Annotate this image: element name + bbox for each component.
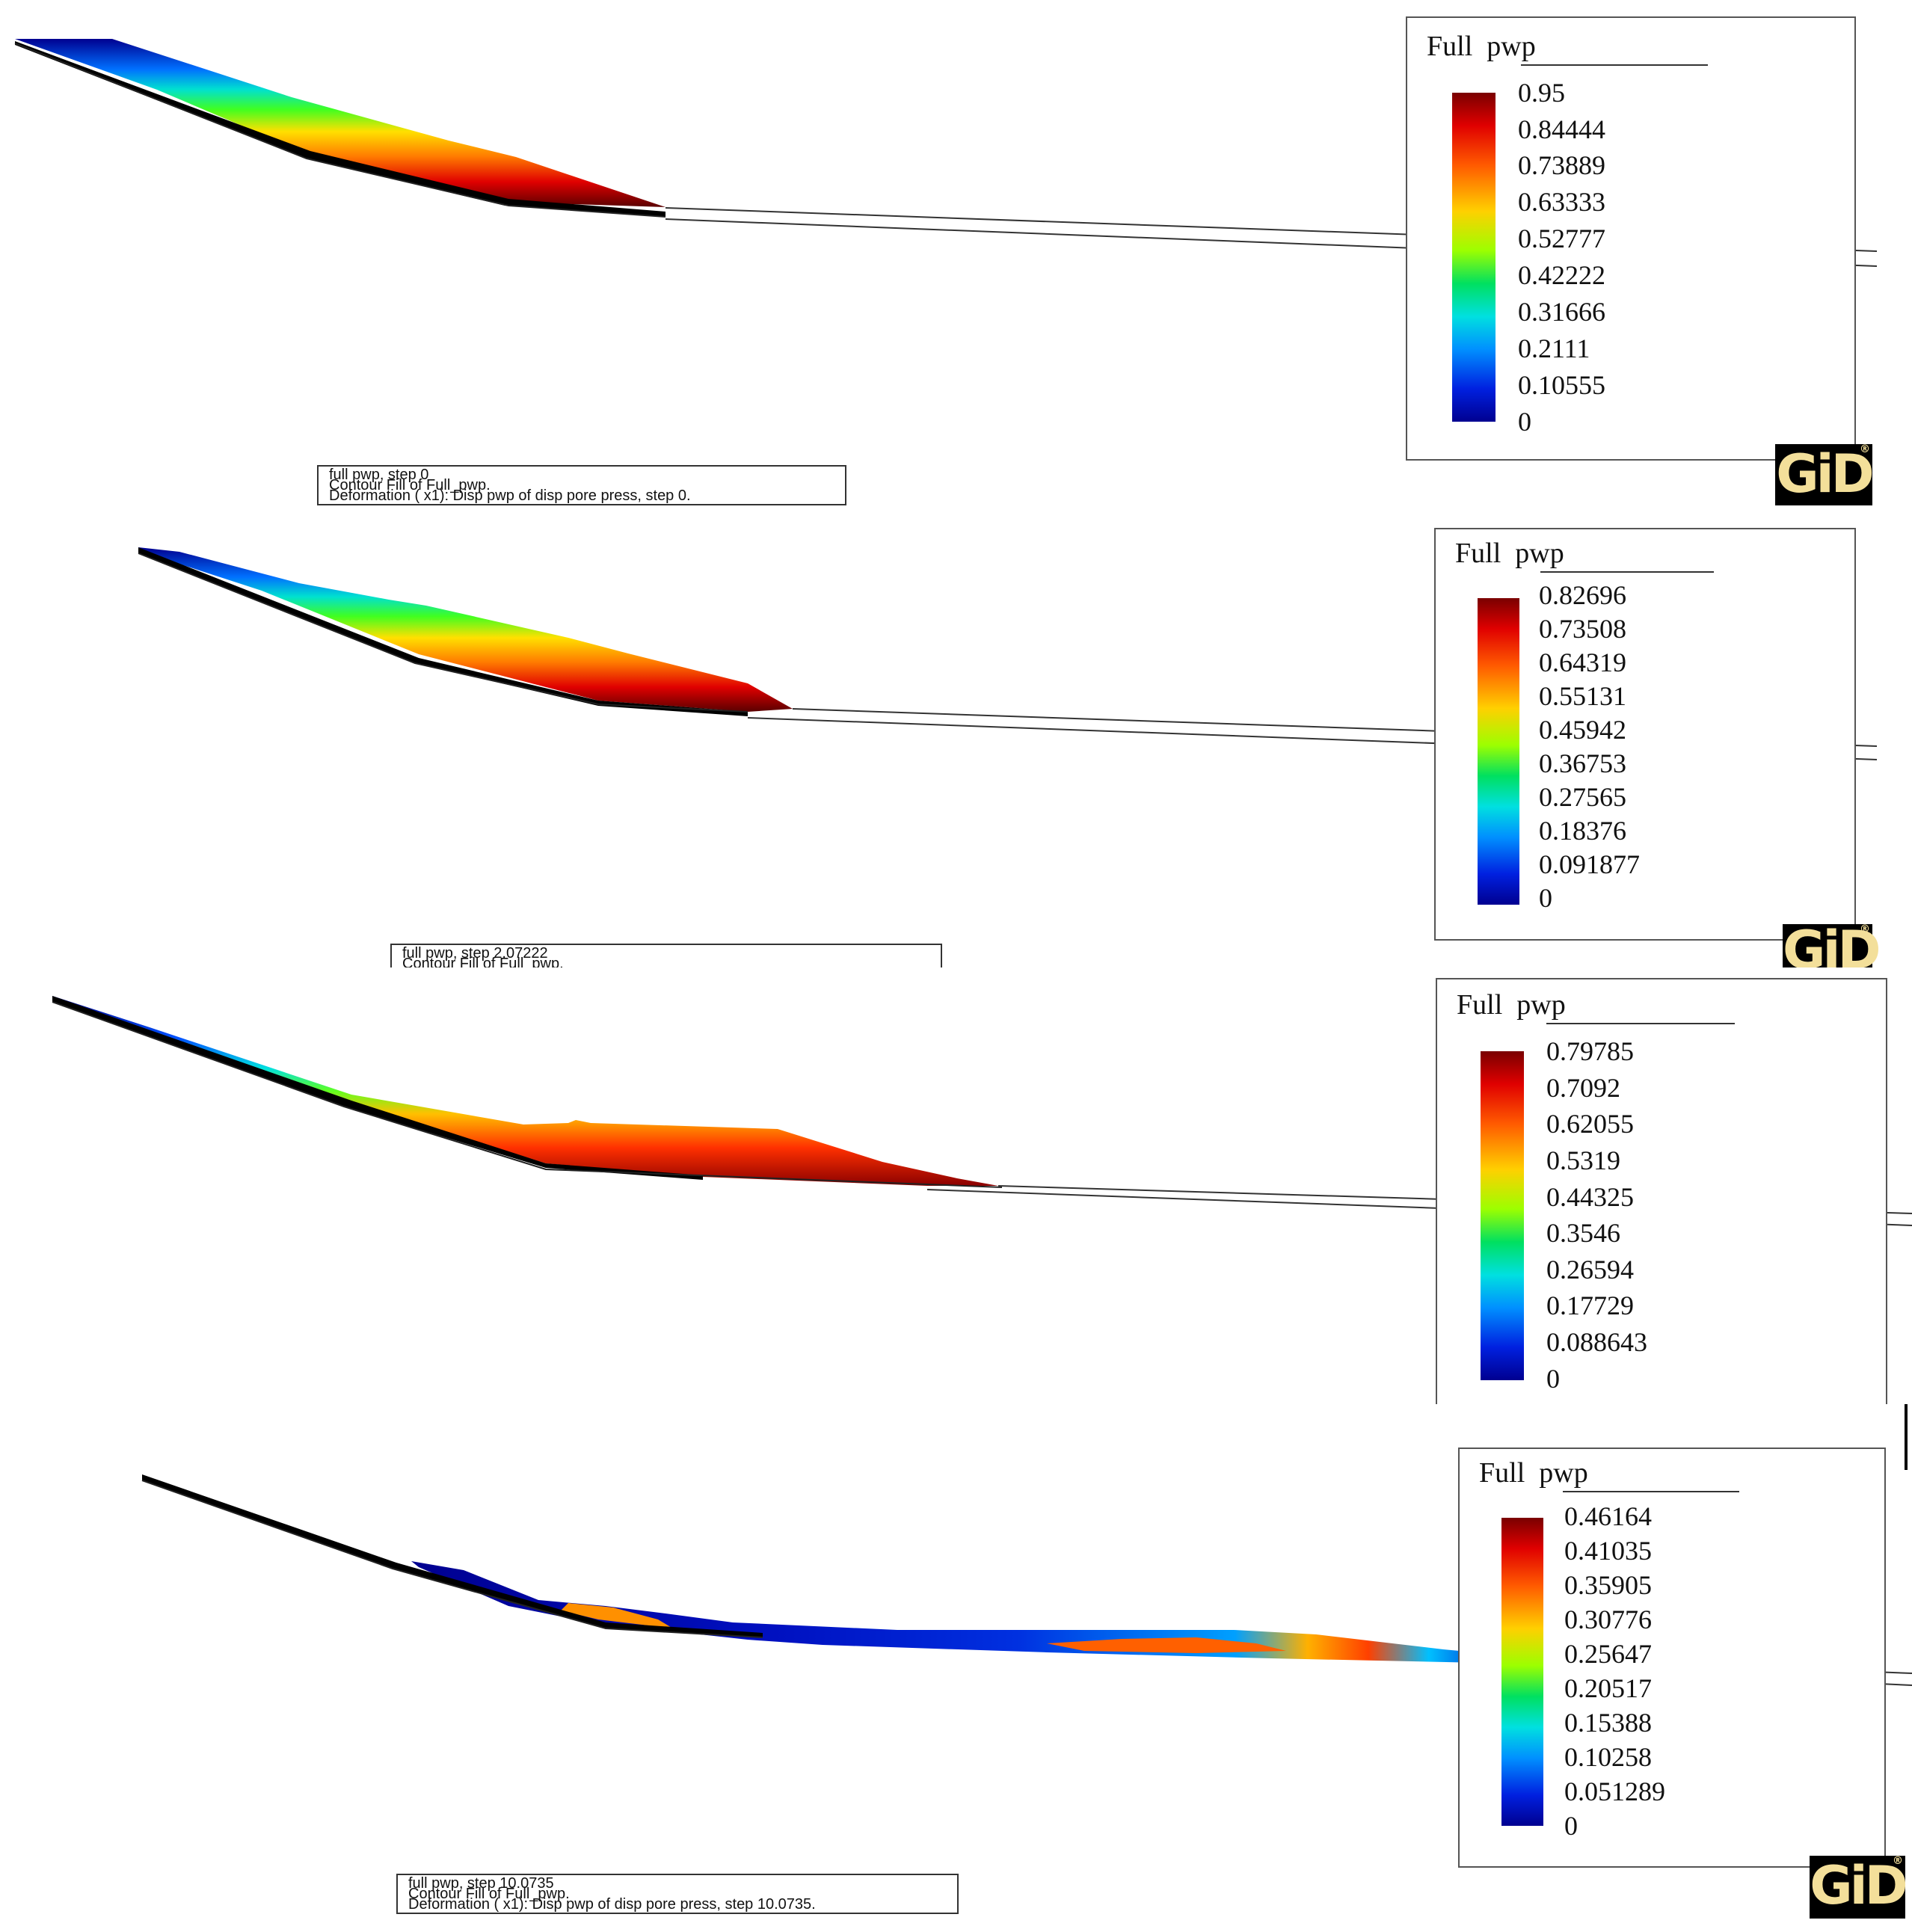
legend-tick: 0.95 [1518,78,1565,108]
legend-tick: 0.2111 [1518,333,1590,363]
terrain-line [52,1001,1003,1188]
legend-tick: 0.42222 [1518,260,1605,290]
result-panel-step-10: Full pwp 0.46164 0.41035 0.35905 0.30776… [0,1404,1912,1932]
legend-tick: 0.3546 [1546,1218,1620,1248]
legend-tick: 0.27565 [1539,782,1626,812]
legend-tick: 0.62055 [1546,1109,1634,1139]
legend-colorbar [1481,1051,1524,1380]
legend-tick: 0.25647 [1564,1639,1652,1669]
flow-body [411,1561,1623,1663]
legend-tick: 0.26594 [1546,1255,1634,1285]
legend-box: Full pwp 0.82696 0.73508 0.64319 0.55131… [1434,528,1856,941]
legend-tick: 0.17729 [1546,1290,1634,1320]
legend-tick: 0.7092 [1546,1073,1620,1103]
gid-logo: GiD ® [1810,1856,1908,1919]
legend-box: Full pwp 0.46164 0.41035 0.35905 0.30776… [1458,1448,1886,1868]
legend-title-underline [1546,1023,1735,1024]
legend-tick: 0.088643 [1546,1327,1647,1357]
gid-logo: GiD ® [1775,443,1875,505]
legend-tick: 0 [1539,883,1552,913]
legend-title-underline [1521,64,1708,66]
terrain-line [138,553,748,713]
legend-tick: 0.84444 [1518,114,1605,144]
legend-tick: 0.051289 [1564,1776,1665,1806]
legend-tick: 0.73508 [1539,614,1626,644]
flow-body [138,547,793,712]
legend-title-underline [1563,1491,1739,1492]
result-panel-step-2: Full pwp 0.82696 0.73508 0.64319 0.55131… [0,516,1912,967]
legend-title: Full pwp [1457,989,1566,1021]
step-caption: full pwp, step 2.07222 Contour Fill of F… [390,944,942,967]
step-caption: full pwp, step 10.0735 Contour Fill of F… [396,1874,959,1914]
flow-toe-warm [561,1603,673,1628]
legend-tick: 0 [1564,1811,1578,1841]
legend-colorbar [1452,93,1496,422]
legend-tick: 0 [1518,407,1531,437]
legend-tick: 0.52777 [1518,224,1605,253]
legend-title-underline [1540,571,1714,573]
flow-body [15,39,665,207]
window-edge-bar [1905,1404,1908,1470]
legend-tick: 0.10555 [1518,370,1605,400]
legend-title: Full pwp [1479,1457,1588,1489]
legend-tick: 0.44325 [1546,1182,1634,1212]
legend-tick: 0.31666 [1518,297,1605,327]
legend-tick: 0.73889 [1518,150,1605,180]
legend-colorbar [1501,1518,1543,1826]
legend-tick: 0.64319 [1539,647,1626,677]
legend-tick: 0.5319 [1546,1145,1620,1175]
flow-mid-warm [1047,1637,1286,1653]
legend-tick: 0.20517 [1564,1673,1652,1703]
legend-tick: 0.55131 [1539,681,1626,711]
legend-title: Full pwp [1455,538,1564,569]
legend-colorbar [1478,598,1519,905]
terrain-line [141,1480,763,1638]
step-caption: full pwp, step 0 Contour Fill of Full_pw… [317,465,846,505]
legend-tick: 0.10258 [1564,1742,1652,1772]
legend-tick: 0.35905 [1564,1570,1652,1600]
legend-box: Full pwp 0.79785 0.7092 0.62055 0.5319 0… [1436,978,1887,1404]
result-panel-step-3: Full pwp 0.79785 0.7092 0.62055 0.5319 0… [0,967,1912,1404]
legend-tick: 0.46164 [1564,1501,1652,1531]
legend-tick: 0.18376 [1539,816,1626,846]
legend-tick: 0.15388 [1564,1708,1652,1738]
flow-body [52,996,998,1186]
result-panel-step-0: Full pwp 0.95 0.84444 0.73889 0.63333 0.… [0,0,1912,516]
legend-tick: 0.45942 [1539,715,1626,745]
legend-title: Full pwp [1427,31,1536,62]
legend-tick: 0.41035 [1564,1536,1652,1566]
gid-logo: GiD ® [1783,920,1881,967]
legend-tick: 0.79785 [1546,1036,1634,1066]
legend-tick: 0.63333 [1518,187,1605,217]
legend-box: Full pwp 0.95 0.84444 0.73889 0.63333 0.… [1406,16,1856,461]
legend-tick: 0 [1546,1364,1560,1394]
legend-tick: 0.30776 [1564,1605,1652,1634]
legend-tick: 0.36753 [1539,748,1626,778]
legend-tick: 0.091877 [1539,849,1640,879]
legend-tick: 0.82696 [1539,580,1626,610]
basal-black-band [142,1474,763,1637]
terrain-line [14,43,666,218]
